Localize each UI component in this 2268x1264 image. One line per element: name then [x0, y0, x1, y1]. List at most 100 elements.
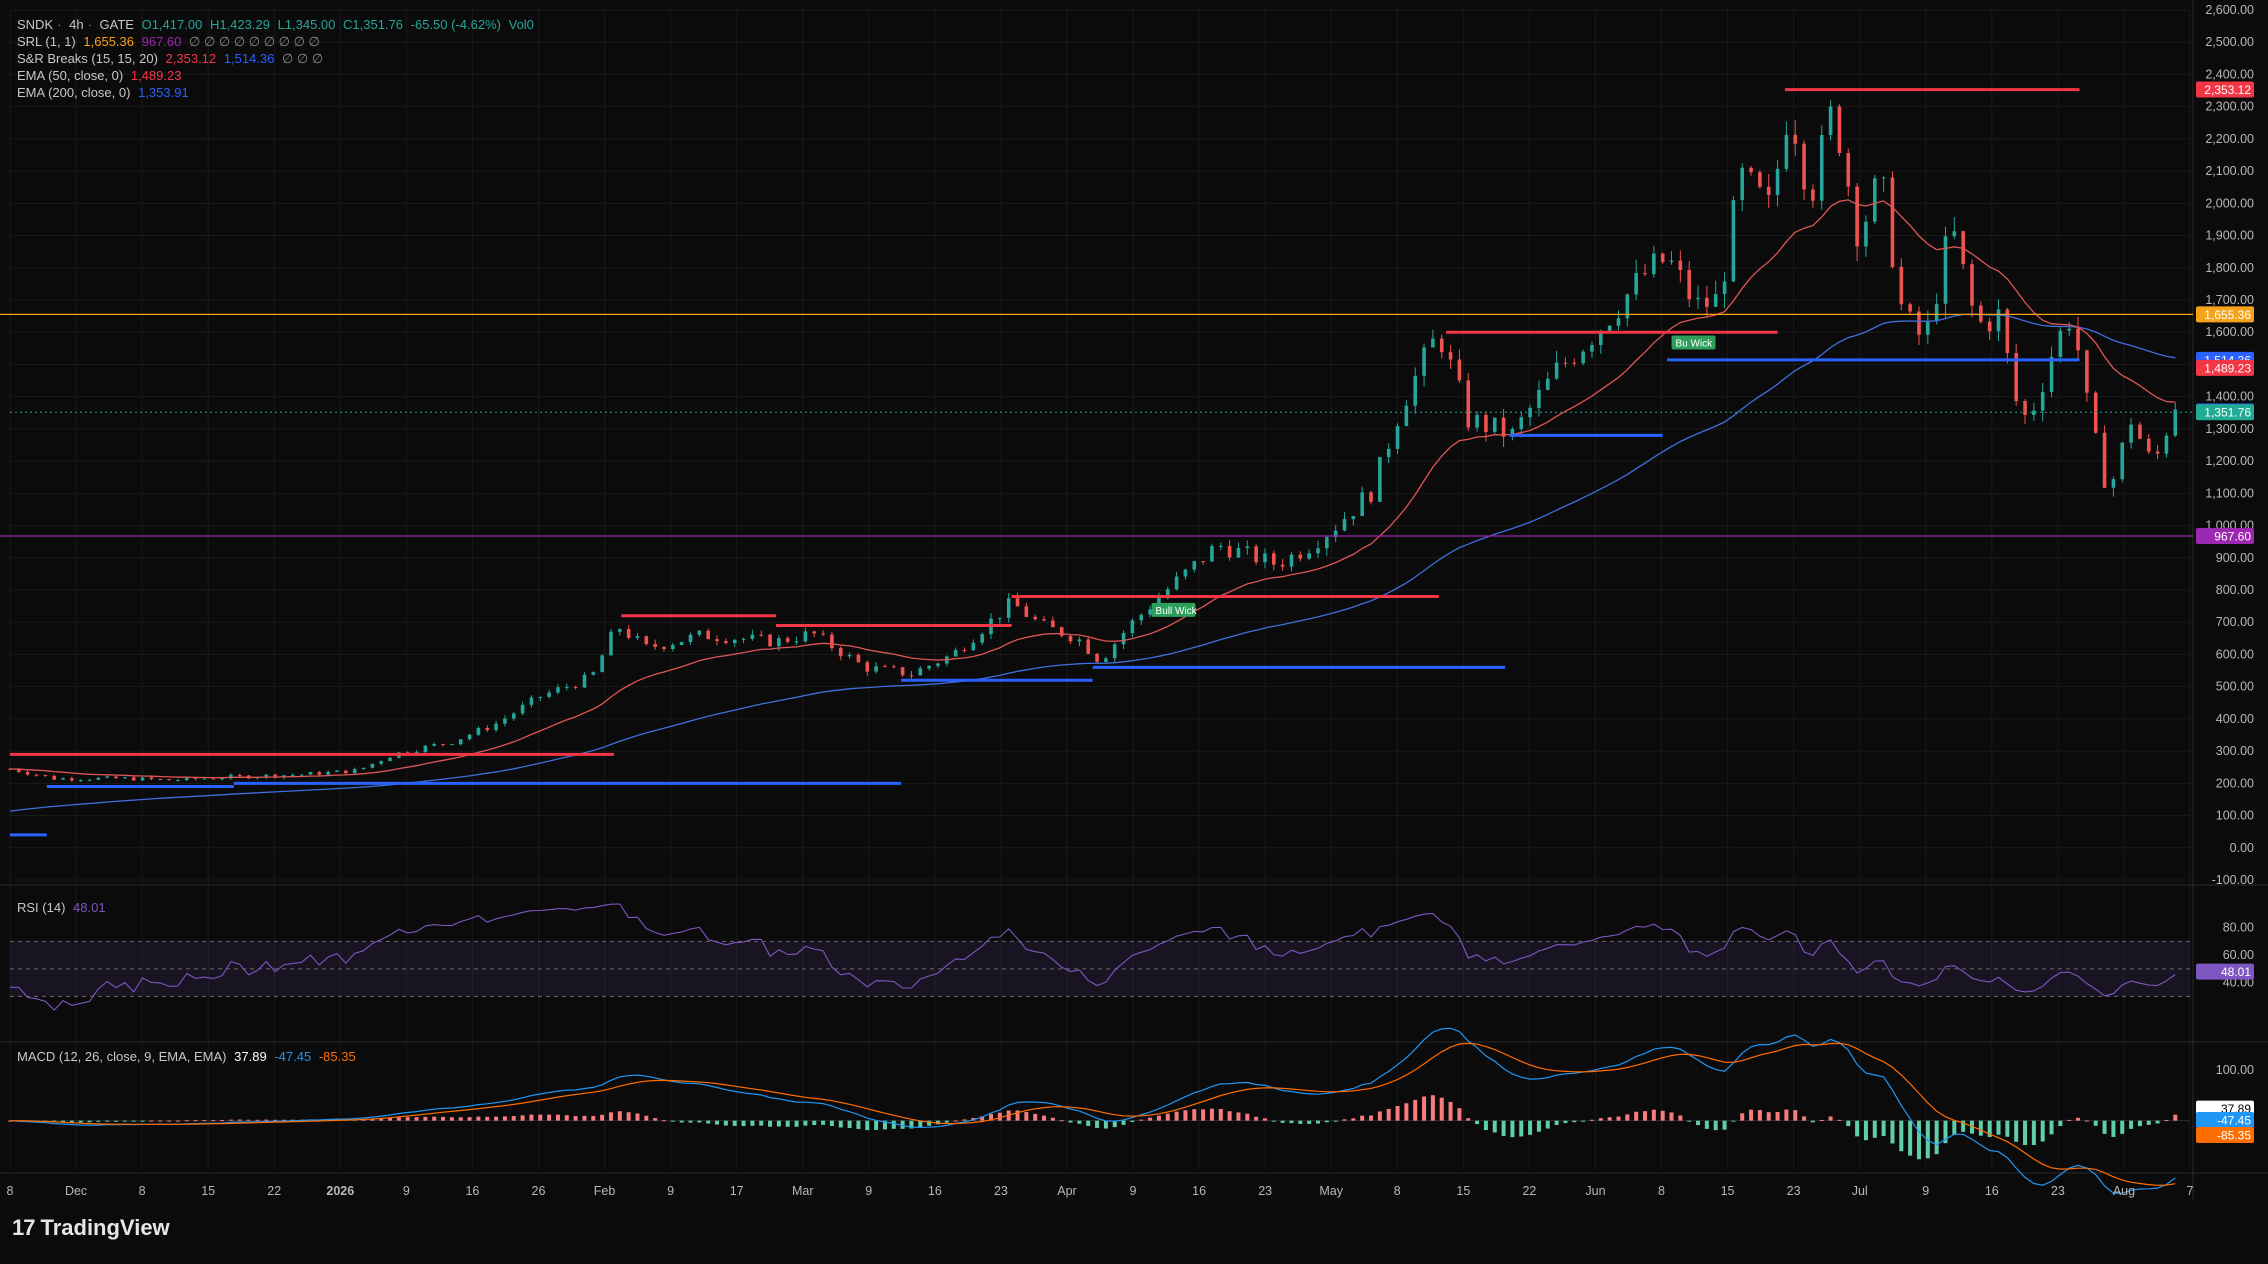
macd-hist-bar	[1510, 1120, 1515, 1138]
candle-body	[573, 686, 578, 688]
ema50-legend[interactable]: EMA (50, close, 0) 1,489.23	[17, 67, 185, 84]
symbol-label[interactable]: SNDK	[17, 17, 54, 32]
macd-hist-bar	[1439, 1097, 1444, 1121]
price-tick-label: 2,500.00	[2205, 35, 2254, 49]
candle	[308, 771, 313, 775]
macd-hist-bar	[635, 1113, 640, 1121]
candle	[131, 775, 136, 781]
macd-hist-bar	[432, 1116, 437, 1121]
candle-body	[2005, 309, 2010, 354]
rsi-legend[interactable]: RSI (14) 48.01	[17, 899, 110, 916]
candle	[1563, 357, 1568, 368]
srl-legend[interactable]: SRL (1, 1) 1,655.36 967.60 ∅ ∅ ∅ ∅ ∅ ∅ ∅…	[17, 33, 324, 50]
candle-body	[1970, 264, 1974, 306]
candle-body	[1713, 294, 1718, 307]
candle-body	[635, 636, 640, 638]
price-tick-label: 1,100.00	[2205, 486, 2254, 500]
candle-body	[17, 768, 21, 772]
time-axis[interactable]: 8 Dec 8 15 22 2026 9 16 26 Feb 9 17 Mar 9 16 23 Apr 9 16 23…	[7, 1184, 2194, 1198]
ema200-value: 1,353.91	[138, 85, 189, 100]
candle	[2146, 434, 2151, 454]
macd-hist-bar	[962, 1119, 967, 1121]
snr-value-2: 1,514.36	[223, 51, 275, 66]
candle	[1979, 301, 1983, 324]
macd-legend[interactable]: MACD (12, 26, close, 9, EMA, EMA) 37.89 …	[17, 1048, 360, 1065]
ema200-legend[interactable]: EMA (200, close, 0) 1,353.91	[17, 84, 193, 101]
exchange-label: GATE	[99, 17, 134, 32]
macd-hist-bar	[1050, 1117, 1055, 1121]
candle-body	[1926, 320, 1930, 335]
macd-hist-bar	[1855, 1120, 1860, 1137]
macd-hist-bar	[1757, 1110, 1762, 1121]
timeframe-label[interactable]: 4h	[69, 17, 84, 32]
macd-hist-bar	[476, 1116, 481, 1121]
candle	[1439, 334, 1444, 359]
candle-body	[927, 665, 931, 669]
macd-hist-bar	[423, 1116, 428, 1121]
macd-hist-bar	[2111, 1120, 2116, 1137]
candle	[1802, 140, 1806, 201]
macd-hist-bar	[1775, 1112, 1780, 1121]
candle	[732, 638, 737, 647]
candle-body	[1872, 178, 1877, 222]
candle-body	[1015, 598, 1020, 607]
candle	[962, 647, 967, 653]
macd-badge-box	[2196, 1127, 2254, 1143]
macd-hist-bar	[1369, 1115, 1374, 1121]
time-tick-label: 7	[2187, 1184, 2194, 1198]
macd-hist-bar	[1837, 1119, 1842, 1121]
macd-hist-bar	[458, 1117, 463, 1121]
candle-body	[1793, 134, 1798, 144]
time-tick-label: Feb	[594, 1184, 616, 1198]
candle-body	[1987, 321, 1992, 332]
candle	[441, 743, 445, 747]
candle-body	[2129, 424, 2133, 443]
candle	[1908, 302, 1912, 314]
candle-body	[1890, 177, 1895, 267]
price-badge-label: 2,353.12	[2204, 83, 2251, 97]
candle-body	[78, 780, 83, 782]
macd-hist-bar	[78, 1120, 83, 1123]
header-legend: SNDK · 4h · GATE O1,417.00 H1,423.29 L1,34…	[17, 17, 534, 32]
candle	[2111, 476, 2116, 497]
candle-body	[1165, 589, 1170, 599]
low-value: L1,345.00	[277, 17, 336, 32]
macd-hist-bar	[1236, 1112, 1241, 1121]
candle	[1475, 411, 1479, 432]
candle-body	[184, 777, 189, 781]
candle	[511, 711, 516, 721]
macd-hist-bar	[1209, 1108, 1214, 1121]
candle	[1696, 285, 1700, 309]
candle	[679, 641, 684, 646]
macd-hist-bar	[1422, 1096, 1427, 1121]
snr-legend[interactable]: S&R Breaks (15, 15, 20) 2,353.12 1,514.3…	[17, 50, 327, 67]
candle	[494, 720, 498, 733]
macd-hist-bar	[847, 1120, 852, 1129]
wick-label[interactable]: Bull Wick	[1151, 602, 1198, 617]
tradingview-brand[interactable]: 17 TradingView	[12, 1215, 170, 1241]
candle-body	[759, 634, 764, 636]
candle	[671, 642, 675, 652]
macd-hist-bar	[1925, 1120, 1930, 1159]
candle-body	[1183, 569, 1188, 577]
macd-hist-bar	[131, 1120, 136, 1122]
macd-hist-bar	[202, 1120, 207, 1122]
macd-hist-bar	[246, 1119, 251, 1121]
macd-hist-bar	[2093, 1120, 2098, 1126]
candle	[2040, 382, 2045, 422]
price-tick-label: 600.00	[2216, 647, 2254, 661]
macd-hist-bar	[715, 1120, 720, 1125]
price-badge-box	[2196, 306, 2254, 323]
candle-body	[980, 634, 984, 643]
macd-hist-bar	[1457, 1108, 1462, 1121]
wick-label[interactable]: Bu Wick	[1671, 335, 1716, 350]
macd-hist-bar	[1784, 1109, 1789, 1121]
candle-body	[2014, 353, 2018, 402]
candle-body	[1077, 639, 1082, 642]
candle-body	[2040, 392, 2045, 411]
macd-hist-bar	[1678, 1115, 1683, 1121]
candle-body	[1775, 168, 1780, 195]
macd-hist-bar	[1634, 1111, 1639, 1121]
